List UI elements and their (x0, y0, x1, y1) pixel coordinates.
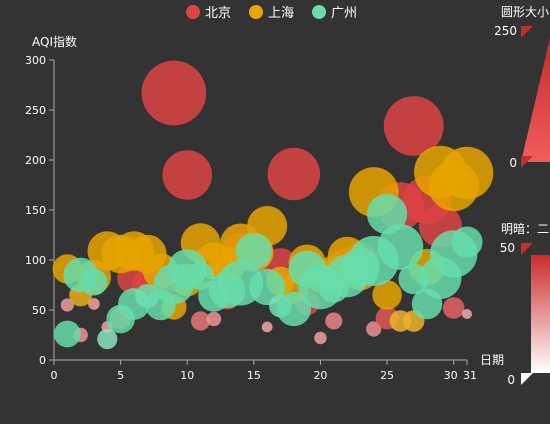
legend-label-0[interactable]: 北京 (205, 6, 231, 21)
visual-map-size-max-label: 250 (494, 24, 517, 38)
bubble-0-24[interactable] (366, 321, 382, 337)
visual-map-size-handle-top[interactable] (521, 26, 533, 38)
legend-label-2[interactable]: 广州 (331, 6, 357, 21)
x-tick-label: 0 (51, 369, 58, 382)
bubble-1-31[interactable] (440, 146, 494, 200)
visual-map-shade-bar (531, 255, 550, 373)
y-tick-label: 50 (32, 304, 46, 317)
legend-swatch-2[interactable] (312, 5, 326, 19)
visual-map-size-label: 圆形大小 (501, 5, 549, 19)
x-ticks: 0 5 10 15 20 25 30 31 (51, 360, 477, 382)
legend-label-1[interactable]: 上海 (268, 6, 294, 21)
visual-map-shade-label: 明暗：二 (501, 221, 549, 236)
bubble-0-10[interactable] (162, 150, 213, 200)
y-tick-label: 200 (25, 154, 46, 167)
x-tick-label: 30 (444, 369, 458, 382)
bubble-0-31[interactable] (462, 309, 472, 319)
x-tick-label: 15 (247, 369, 261, 382)
bubble-2-31[interactable] (451, 226, 483, 258)
visual-map-shade-min-label: 0 (507, 373, 515, 387)
x-tick-label: 10 (180, 369, 194, 382)
bubble-0-20[interactable] (314, 331, 327, 345)
x-tick-label: 31 (463, 369, 477, 382)
legend: 北京 上海 广州 (186, 5, 357, 21)
bubble-0-21[interactable] (325, 312, 343, 330)
bubbles (52, 60, 494, 350)
visual-map-shade-max-label: 50 (500, 241, 515, 255)
bubble-0-1[interactable] (60, 298, 74, 312)
y-axis-title: AQI指数 (32, 34, 77, 49)
legend-swatch-0[interactable] (186, 5, 200, 19)
bubble-2-1[interactable] (53, 320, 81, 348)
visual-map-shade-handle-top[interactable] (521, 243, 533, 255)
y-tick-label: 300 (25, 54, 46, 67)
x-tick-label: 20 (313, 369, 327, 382)
visual-map-size-min-label: 0 (509, 156, 517, 170)
bubble-2-25[interactable] (366, 193, 408, 235)
x-tick-label: 5 (117, 369, 124, 382)
visual-map-shade-handle-bottom[interactable] (521, 373, 533, 385)
bubble-0-11[interactable] (190, 311, 211, 331)
visual-map-shade[interactable]: 明暗：二 50 0 (500, 221, 550, 387)
legend-swatch-1[interactable] (249, 5, 263, 19)
bubble-0-16[interactable] (261, 321, 273, 333)
bubble-2-4[interactable] (97, 328, 118, 350)
y-tick-label: 0 (39, 354, 46, 367)
visual-map-size[interactable]: 圆形大小 250 0 (494, 5, 550, 170)
bubble-0-3[interactable] (88, 298, 100, 310)
bubble-0-30[interactable] (442, 297, 465, 319)
visual-map-size-handle-bottom[interactable] (521, 156, 533, 168)
y-tick-label: 150 (25, 204, 46, 217)
bubble-2-15[interactable] (235, 232, 272, 270)
visual-map-size-bar (521, 38, 550, 162)
bubble-2-26[interactable] (377, 224, 424, 270)
y-tick-label: 100 (25, 254, 46, 267)
bubble-2-18[interactable] (276, 291, 311, 327)
y-tick-label: 250 (25, 104, 46, 117)
bubble-2-3[interactable] (80, 268, 108, 296)
bubble-0-27[interactable] (383, 96, 444, 156)
x-tick-label: 25 (380, 369, 394, 382)
bubble-1-25[interactable] (372, 280, 402, 310)
x-axis-title: 日期 (480, 353, 504, 367)
y-ticks: 0 50 100 150 200 250 300 (25, 54, 54, 367)
bubble-0-9[interactable] (141, 60, 207, 126)
bubble-0-18[interactable] (267, 147, 321, 201)
bubble-0-12[interactable] (206, 311, 222, 327)
